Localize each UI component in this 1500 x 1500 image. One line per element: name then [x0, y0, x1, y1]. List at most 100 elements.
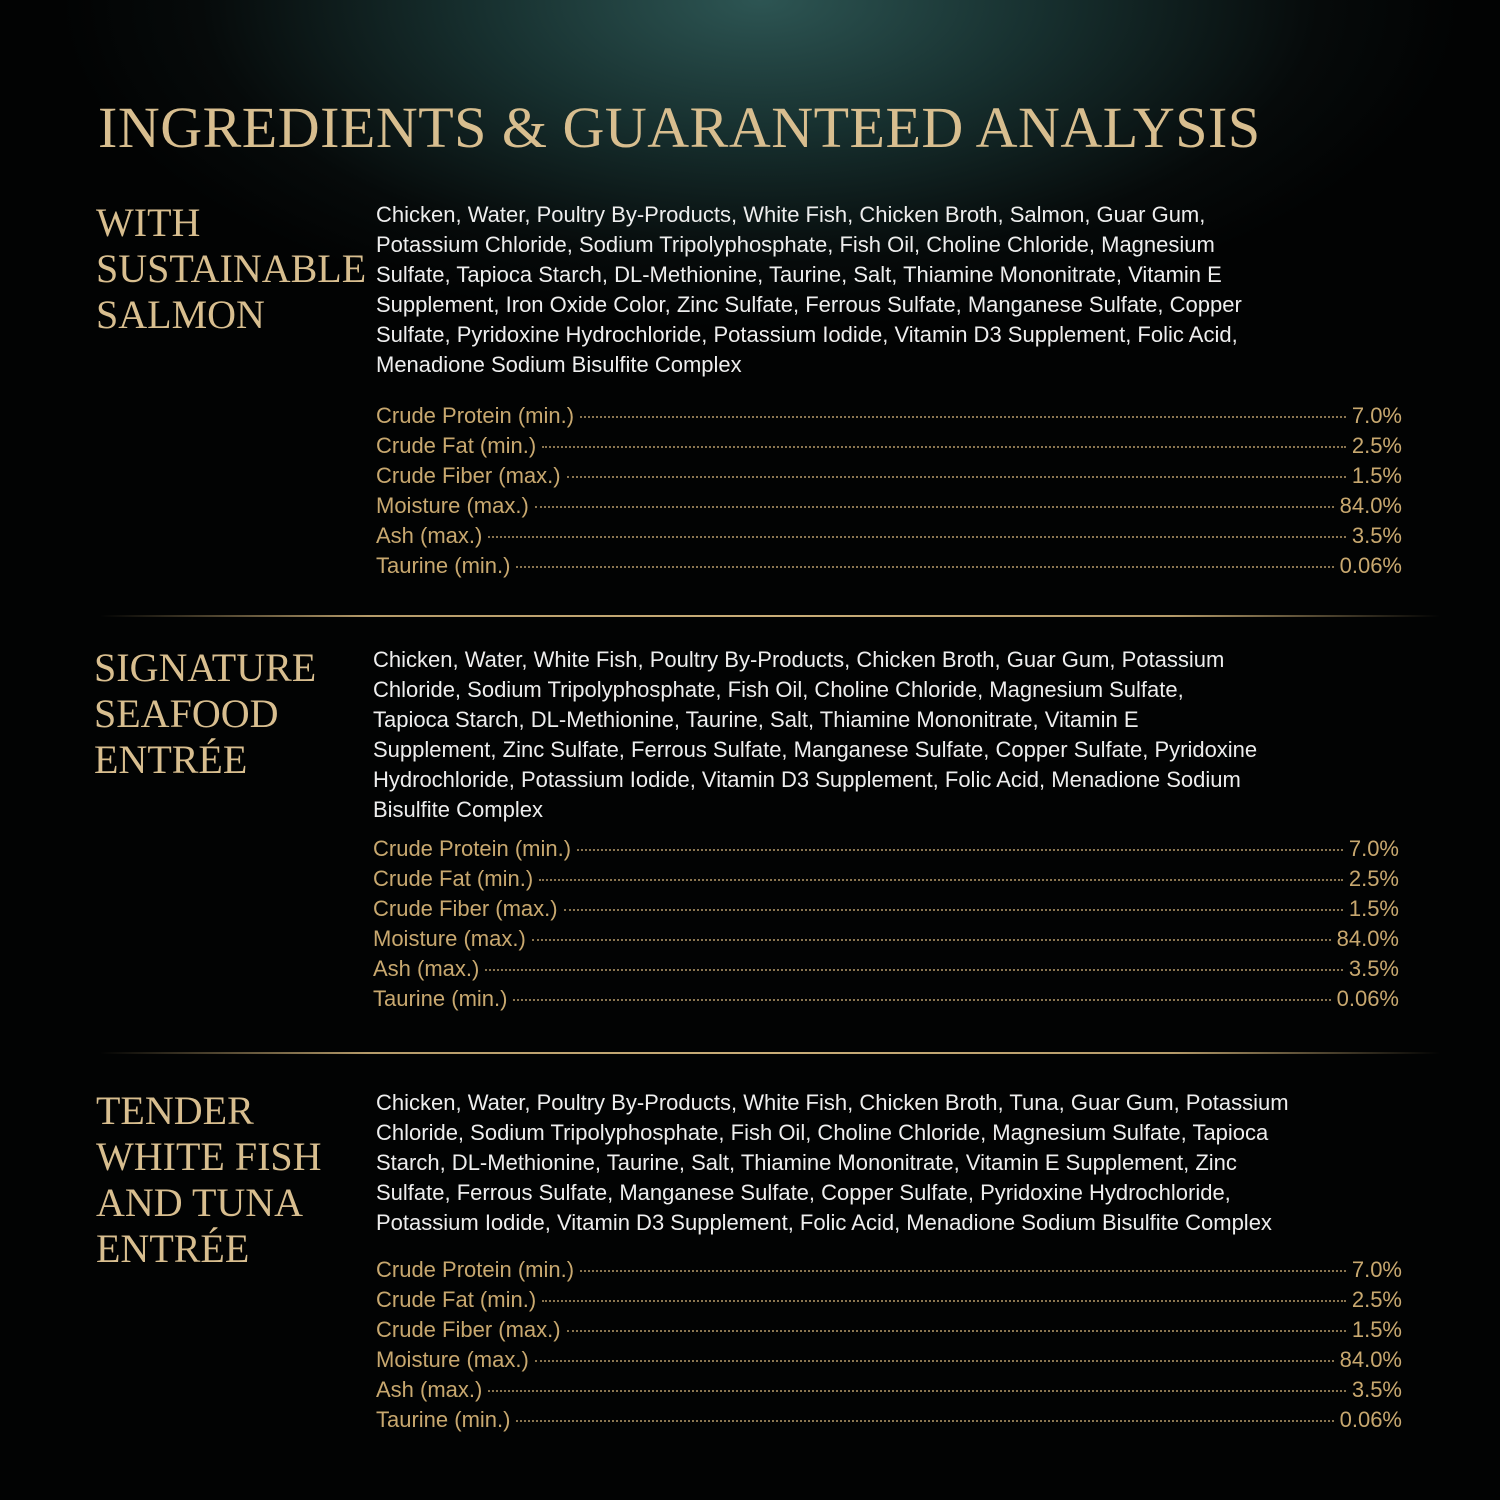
analysis-row: Crude Fat (min.) 2.5% [376, 1287, 1402, 1317]
dot-leader [577, 849, 1343, 851]
section-name-line: SIGNATURE [94, 645, 317, 690]
ingredients-line: Chicken, Water, White Fish, Poultry By-P… [373, 647, 1225, 672]
analysis-value: 7.0% [1351, 1257, 1402, 1282]
analysis-label: Ash (max.) [376, 523, 483, 548]
section-divider [100, 615, 1440, 617]
dot-leader [531, 939, 1331, 941]
ingredients-list: Chicken, Water, White Fish, Poultry By-P… [373, 645, 1453, 825]
analysis-value: 2.5% [1348, 866, 1399, 891]
dot-leader [534, 1360, 1334, 1362]
ingredients-line: Starch, DL-Methionine, Taurine, Salt, Th… [376, 1150, 1237, 1175]
analysis-row: Ash (max.) 3.5% [376, 1377, 1402, 1407]
section-name: TENDER WHITE FISH AND TUNA ENTRÉE [96, 1088, 366, 1272]
section-name-line: AND TUNA [96, 1180, 304, 1225]
analysis-label: Crude Protein (min.) [376, 403, 575, 428]
dot-leader [563, 909, 1343, 911]
ingredients-line: Supplement, Zinc Sulfate, Ferrous Sulfat… [373, 737, 1258, 762]
dot-leader [542, 1300, 1346, 1302]
section-name-line: ENTRÉE [96, 1226, 250, 1271]
section-name-line: WITH [96, 200, 201, 245]
section-name-line: WHITE FISH [96, 1134, 322, 1179]
analysis-value: 3.5% [1348, 956, 1399, 981]
dot-leader [513, 999, 1331, 1001]
analysis-row: Moisture (max.) 84.0% [376, 1347, 1402, 1377]
analysis-label: Crude Fat (min.) [376, 433, 537, 458]
analysis-label: Crude Protein (min.) [373, 836, 572, 861]
analysis-row: Ash (max.) 3.5% [373, 956, 1399, 986]
section-name: SIGNATURE SEAFOOD ENTRÉE [94, 645, 364, 783]
ingredients-line: Menadione Sodium Bisulfite Complex [376, 352, 742, 377]
guaranteed-analysis: Crude Protein (min.) 7.0% Crude Fat (min.)… [376, 1257, 1402, 1437]
analysis-row: Crude Fiber (max.) 1.5% [376, 463, 1402, 493]
analysis-row: Crude Fiber (max.) 1.5% [373, 896, 1399, 926]
analysis-row: Crude Protein (min.) 7.0% [376, 1257, 1402, 1287]
section-name-line: TENDER [96, 1088, 254, 1133]
section-name-line: SUSTAINABLE [96, 246, 367, 291]
dot-leader [566, 1330, 1346, 1332]
analysis-value: 3.5% [1351, 523, 1402, 548]
page-title: INGREDIENTS & GUARANTEED ANALYSIS [98, 95, 1261, 160]
analysis-label: Moisture (max.) [376, 493, 529, 518]
dot-leader [539, 879, 1343, 881]
ingredients-line: Sulfate, Ferrous Sulfate, Manganese Sulf… [376, 1180, 1231, 1205]
analysis-value: 1.5% [1351, 463, 1402, 488]
dot-leader [516, 566, 1334, 568]
analysis-label: Moisture (max.) [373, 926, 526, 951]
dot-leader [566, 476, 1346, 478]
analysis-row: Taurine (min.) 0.06% [373, 986, 1399, 1016]
ingredients-line: Chicken, Water, Poultry By-Products, Whi… [376, 1090, 1289, 1115]
analysis-value: 2.5% [1351, 433, 1402, 458]
section-name: WITH SUSTAINABLE SALMON [96, 200, 366, 338]
dot-leader [488, 1390, 1346, 1392]
section-name-line: SALMON [96, 292, 265, 337]
analysis-value: 84.0% [1336, 926, 1399, 951]
ingredients-line: Tapioca Starch, DL-Methionine, Taurine, … [373, 707, 1139, 732]
analysis-value: 3.5% [1351, 1377, 1402, 1402]
ingredients-line: Supplement, Iron Oxide Color, Zinc Sulfa… [376, 292, 1242, 317]
analysis-label: Ash (max.) [376, 1377, 483, 1402]
analysis-row: Taurine (min.) 0.06% [376, 553, 1402, 583]
dot-leader [485, 969, 1343, 971]
analysis-value: 84.0% [1339, 493, 1402, 518]
analysis-label: Crude Fiber (max.) [373, 896, 558, 921]
analysis-label: Moisture (max.) [376, 1347, 529, 1372]
dot-leader [488, 536, 1346, 538]
dot-leader [534, 506, 1334, 508]
analysis-value: 7.0% [1351, 403, 1402, 428]
analysis-row: Crude Protein (min.) 7.0% [373, 836, 1399, 866]
ingredients-list: Chicken, Water, Poultry By-Products, Whi… [376, 200, 1456, 380]
analysis-value: 1.5% [1351, 1317, 1402, 1342]
ingredients-line: Hydrochloride, Potassium Iodide, Vitamin… [373, 767, 1241, 792]
section-name-line: ENTRÉE [94, 737, 248, 782]
analysis-label: Taurine (min.) [376, 553, 511, 578]
ingredients-line: Sulfate, Pyridoxine Hydrochloride, Potas… [376, 322, 1238, 347]
ingredients-line: Sulfate, Tapioca Starch, DL-Methionine, … [376, 262, 1222, 287]
dot-leader [542, 446, 1346, 448]
guaranteed-analysis: Crude Protein (min.) 7.0% Crude Fat (min.)… [376, 403, 1402, 583]
analysis-value: 7.0% [1348, 836, 1399, 861]
section-name-line: SEAFOOD [94, 691, 279, 736]
analysis-row: Moisture (max.) 84.0% [376, 493, 1402, 523]
dot-leader [516, 1420, 1334, 1422]
analysis-label: Crude Fiber (max.) [376, 463, 561, 488]
ingredients-line: Potassium Chloride, Sodium Tripolyphosph… [376, 232, 1215, 257]
analysis-label: Taurine (min.) [376, 1407, 511, 1432]
analysis-row: Crude Protein (min.) 7.0% [376, 403, 1402, 433]
analysis-row: Ash (max.) 3.5% [376, 523, 1402, 553]
ingredients-line: Bisulfite Complex [373, 797, 543, 822]
guaranteed-analysis: Crude Protein (min.) 7.0% Crude Fat (min.)… [373, 836, 1399, 1016]
analysis-value: 0.06% [1339, 1407, 1402, 1432]
analysis-row: Moisture (max.) 84.0% [373, 926, 1399, 956]
section-divider [100, 1052, 1440, 1054]
analysis-value: 0.06% [1339, 553, 1402, 578]
analysis-row: Crude Fat (min.) 2.5% [376, 433, 1402, 463]
ingredients-line: Chloride, Sodium Tripolyphosphate, Fish … [376, 1120, 1269, 1145]
analysis-value: 2.5% [1351, 1287, 1402, 1312]
analysis-label: Crude Fiber (max.) [376, 1317, 561, 1342]
analysis-value: 84.0% [1339, 1347, 1402, 1372]
analysis-value: 0.06% [1336, 986, 1399, 1011]
analysis-row: Crude Fiber (max.) 1.5% [376, 1317, 1402, 1347]
analysis-label: Crude Protein (min.) [376, 1257, 575, 1282]
ingredients-list: Chicken, Water, Poultry By-Products, Whi… [376, 1088, 1456, 1238]
dot-leader [580, 416, 1346, 418]
